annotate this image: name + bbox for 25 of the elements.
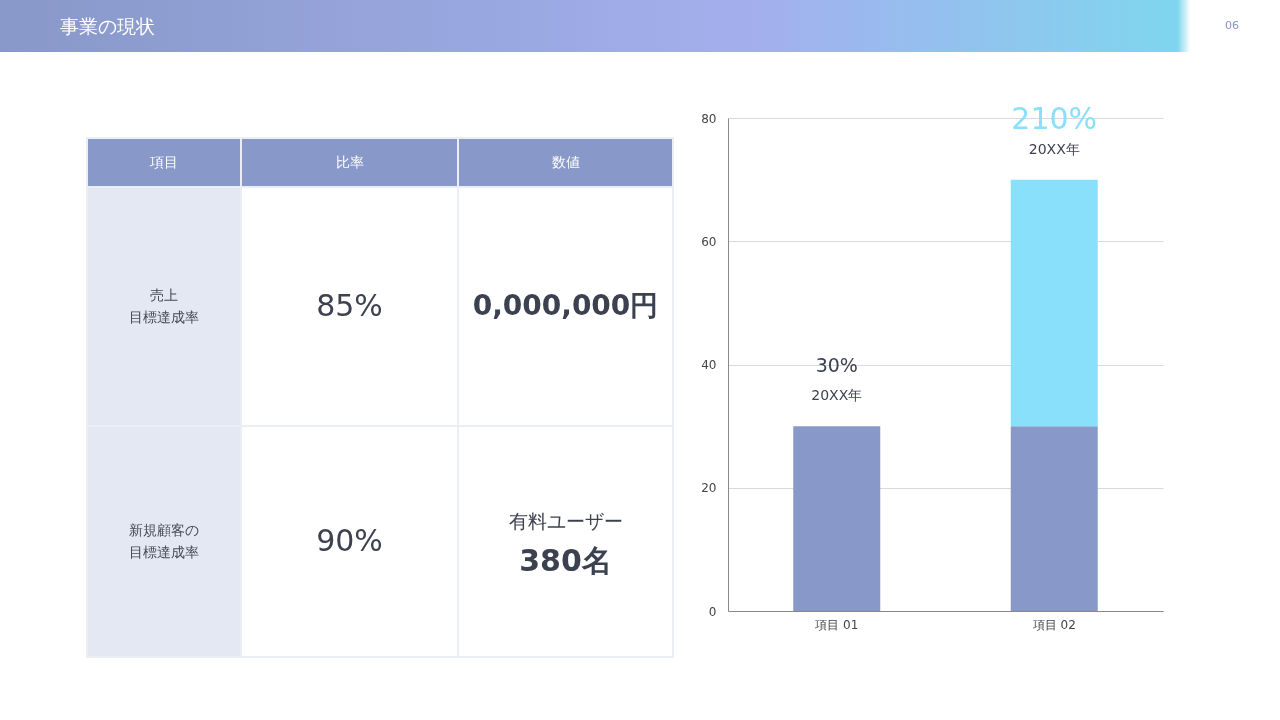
text: 項目 xyxy=(149,153,178,170)
text: 事業の現状 xyxy=(60,15,155,37)
annotation: 210% xyxy=(1011,100,1098,136)
text: 売上 xyxy=(150,286,178,303)
text: 目標達成率 xyxy=(129,308,199,325)
text: 新規顧客の xyxy=(129,521,199,538)
annotation: 30% xyxy=(815,354,858,377)
text: 数値 xyxy=(551,153,580,170)
x-tick-label: 項目 02 xyxy=(1031,617,1076,632)
text: 85% xyxy=(316,287,383,323)
y-tick-label: 80 xyxy=(701,111,717,126)
text: 380名 xyxy=(519,542,612,578)
y-tick-label: 20 xyxy=(701,481,717,496)
y-tick-label: 0 xyxy=(708,604,717,619)
y-tick-label: 60 xyxy=(701,234,717,249)
text: 06 xyxy=(1225,19,1239,32)
text: 目標達成率 xyxy=(129,543,199,560)
text: 有料ユーザー xyxy=(508,509,623,532)
annotation: 20XX年 xyxy=(811,387,863,404)
text: 0,000,000円 xyxy=(472,288,659,322)
annotation: 20XX年 xyxy=(1028,140,1080,157)
x-tick-label: 項目 01 xyxy=(814,617,859,632)
y-tick-label: 40 xyxy=(701,358,717,372)
text: 90% xyxy=(316,522,383,558)
text: 比率 xyxy=(335,153,364,170)
